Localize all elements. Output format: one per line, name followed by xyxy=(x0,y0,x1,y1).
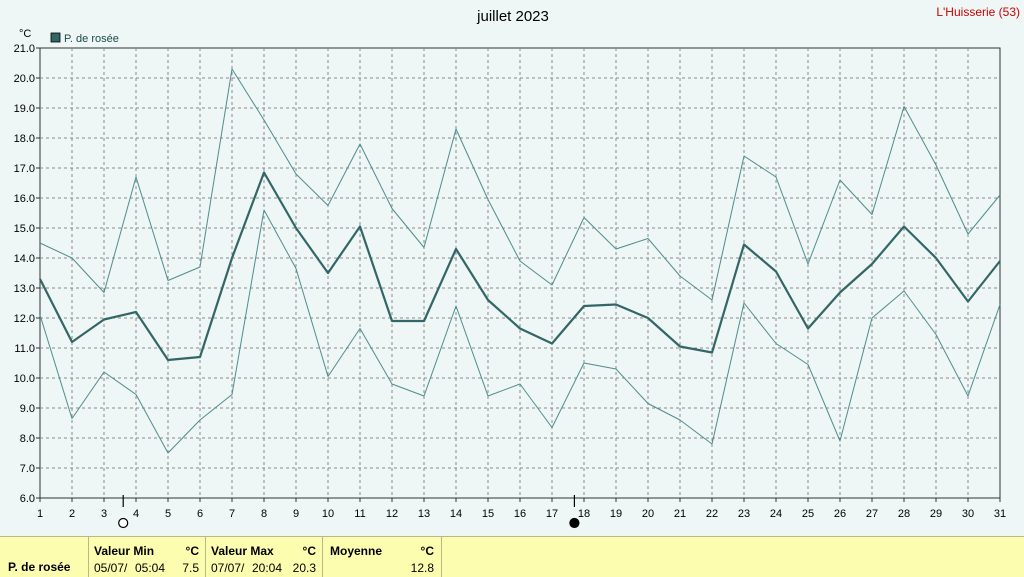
x-tick-label: 15 xyxy=(482,508,494,520)
stats-max-unit: °C xyxy=(302,544,316,558)
x-tick-label: 28 xyxy=(898,508,910,520)
stats-min-time: 05:04 xyxy=(135,561,166,575)
x-tick-label: 1 xyxy=(37,508,43,520)
y-tick-label: 15.0 xyxy=(14,223,35,235)
grid xyxy=(40,48,1000,498)
stats-max-header: Valeur Max xyxy=(211,544,274,558)
x-tick-label: 18 xyxy=(578,508,590,520)
stats-row-label-cell: P. de rosée xyxy=(0,537,89,577)
y-tick-label: 9.0 xyxy=(20,403,35,415)
y-tick-label: 16.0 xyxy=(14,193,35,205)
stats-min-date: 05/07/ xyxy=(94,561,128,575)
y-tick-label: 8.0 xyxy=(20,433,35,445)
y-tick-label: 7.0 xyxy=(20,463,35,475)
x-tick-label: 8 xyxy=(261,508,267,520)
y-tick-label: 18.0 xyxy=(14,133,35,145)
series-lines xyxy=(39,68,1001,454)
x-tick-label: 4 xyxy=(133,508,139,520)
y-tick-label: 6.0 xyxy=(20,493,35,505)
legend-label: P. de rosée xyxy=(64,33,119,45)
x-tick-label: 7 xyxy=(229,508,235,520)
stats-max-value: 20.3 xyxy=(292,561,316,575)
y-tick-label: 17.0 xyxy=(14,163,35,175)
y-tick-label: 13.0 xyxy=(14,283,35,295)
x-tick-label: 17 xyxy=(546,508,558,520)
stats-min-value: 7.5 xyxy=(182,561,199,575)
axis-ticks: 6.0 7.0 8.0 9.0 10.0 11.0 12.0 13.0 14.0 15.0 16.0… xyxy=(14,43,1007,520)
x-tick-label: 3 xyxy=(101,508,107,520)
x-tick-label: 24 xyxy=(770,508,782,520)
stats-table: P. de rosée Valeur Min °C 05/07/ 05:04 7… xyxy=(0,536,1024,577)
stats-min-unit: °C xyxy=(185,544,199,558)
y-tick-label: 11.0 xyxy=(14,343,35,355)
x-tick-label: 22 xyxy=(706,508,718,520)
x-tick-label: 31 xyxy=(994,508,1006,520)
y-tick-label: 12.0 xyxy=(14,313,35,325)
x-tick-label: 13 xyxy=(418,508,430,520)
x-tick-label: 27 xyxy=(866,508,878,520)
station-label: L'Huisserie (53) xyxy=(936,5,1020,19)
stats-mean-cell: Moyenne °C 12.8 xyxy=(323,537,442,577)
y-tick-label: 20.0 xyxy=(14,73,35,85)
x-tick-label: 5 xyxy=(165,508,171,520)
series-line-min xyxy=(39,209,1001,454)
series-line-mean xyxy=(39,171,1001,362)
x-tick-label: 10 xyxy=(322,508,334,520)
x-tick-label: 29 xyxy=(930,508,942,520)
y-tick-label: 19.0 xyxy=(14,103,35,115)
stats-mean-header: Moyenne xyxy=(330,544,383,558)
x-tick-label: 11 xyxy=(354,508,365,520)
legend-swatch xyxy=(50,32,61,43)
stats-max-date: 07/07/ xyxy=(211,561,245,575)
stats-row-label: P. de rosée xyxy=(8,560,71,574)
x-tick-label: 12 xyxy=(386,508,398,520)
stats-min-header: Valeur Min xyxy=(94,544,155,558)
y-unit-label: °C xyxy=(19,28,31,40)
x-tick-label: 2 xyxy=(69,508,75,520)
x-tick-label: 25 xyxy=(802,508,814,520)
stats-max-cell: Valeur Max °C 07/07/ 20:04 20.3 xyxy=(206,537,323,577)
y-tick-label: 21.0 xyxy=(14,43,35,55)
x-tick-label: 30 xyxy=(962,508,974,520)
stats-max-time: 20:04 xyxy=(252,561,283,575)
y-tick-label: 10.0 xyxy=(14,373,35,385)
stats-mean-value: 12.8 xyxy=(410,561,434,575)
x-tick-label: 6 xyxy=(197,508,203,520)
moon-phases xyxy=(118,495,580,529)
stats-min-cell: Valeur Min °C 05/07/ 05:04 7.5 xyxy=(89,537,206,577)
x-tick-label: 21 xyxy=(674,508,686,520)
x-tick-label: 14 xyxy=(450,508,462,520)
dew-point-chart: 6.0 7.0 8.0 9.0 10.0 11.0 12.0 13.0 14.0 15.0 16.0… xyxy=(14,5,1020,529)
x-tick-label: 19 xyxy=(610,508,622,520)
stats-mean-unit: °C xyxy=(420,544,434,558)
x-tick-label: 20 xyxy=(642,508,654,520)
y-tick-label: 14.0 xyxy=(14,253,35,265)
series-line-max xyxy=(39,68,1001,301)
chart-title: juillet 2023 xyxy=(476,8,549,25)
full-moon-icon xyxy=(118,517,129,529)
x-tick-label: 23 xyxy=(738,508,750,520)
x-tick-label: 16 xyxy=(514,508,526,520)
new-moon-icon xyxy=(569,517,580,529)
x-tick-label: 26 xyxy=(834,508,846,520)
x-tick-label: 9 xyxy=(293,508,299,520)
